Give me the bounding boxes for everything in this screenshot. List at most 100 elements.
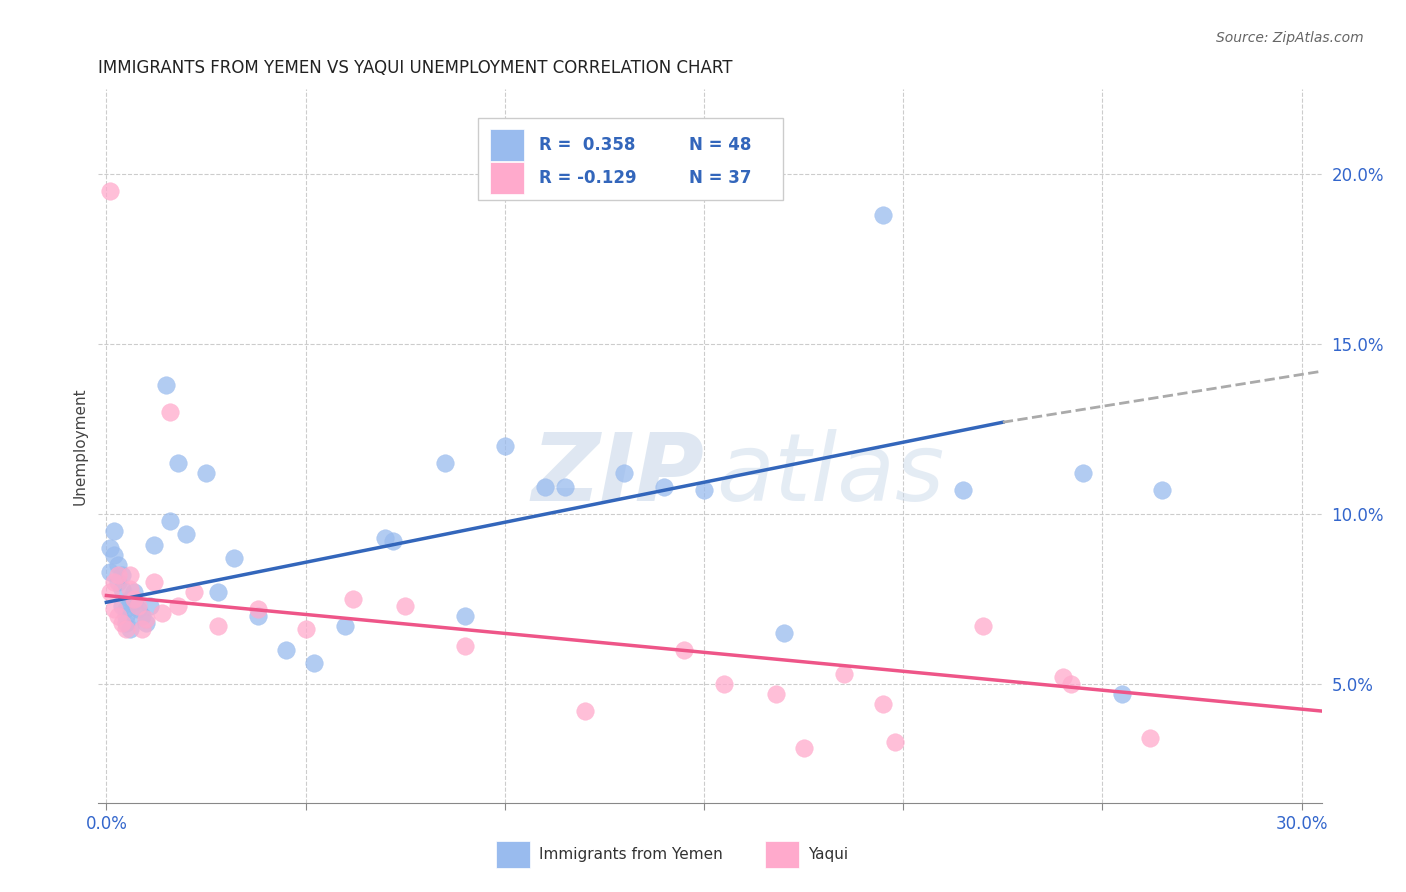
Point [872, 698, 894, 712]
Point [1071, 466, 1094, 480]
FancyBboxPatch shape [489, 128, 524, 161]
Point [1052, 670, 1074, 684]
Point [793, 741, 815, 756]
Point [302, 657, 325, 671]
Point [111, 615, 134, 630]
Point [574, 704, 596, 718]
Text: atlas: atlas [716, 429, 945, 520]
Text: R =  0.358: R = 0.358 [538, 136, 636, 153]
Point [554, 480, 576, 494]
Point [103, 548, 125, 562]
Point [143, 537, 166, 551]
FancyBboxPatch shape [496, 841, 530, 869]
Point [135, 615, 157, 630]
Point [1111, 687, 1133, 701]
Point [335, 619, 357, 633]
Point [454, 608, 477, 623]
Point [246, 602, 269, 616]
Point [222, 551, 245, 566]
Point [246, 608, 269, 623]
Point [972, 619, 994, 633]
FancyBboxPatch shape [489, 162, 524, 194]
FancyBboxPatch shape [765, 841, 800, 869]
Point [155, 377, 177, 392]
Point [772, 626, 794, 640]
Point [100, 541, 122, 555]
Text: Yaqui: Yaqui [808, 847, 848, 862]
Point [952, 483, 974, 498]
Point [174, 527, 197, 541]
Point [135, 612, 157, 626]
Point [124, 591, 146, 606]
Point [872, 208, 894, 222]
Y-axis label: Unemployment: Unemployment [72, 387, 87, 505]
Text: IMMIGRANTS FROM YEMEN VS YAQUI UNEMPLOYMENT CORRELATION CHART: IMMIGRANTS FROM YEMEN VS YAQUI UNEMPLOYM… [98, 59, 733, 77]
Point [111, 599, 134, 613]
Point [832, 666, 855, 681]
Point [120, 582, 142, 596]
Point [143, 574, 166, 589]
Point [382, 534, 405, 549]
Point [765, 687, 787, 701]
Point [107, 558, 129, 572]
Point [159, 405, 181, 419]
Point [107, 608, 129, 623]
Point [274, 643, 297, 657]
Point [100, 565, 122, 579]
Point [1139, 731, 1161, 746]
FancyBboxPatch shape [478, 118, 783, 200]
Point [115, 623, 138, 637]
Point [434, 456, 457, 470]
Point [207, 619, 229, 633]
Point [111, 582, 134, 596]
Point [103, 574, 125, 589]
Point [100, 184, 122, 198]
Point [124, 585, 146, 599]
Point [394, 599, 416, 613]
Point [673, 643, 696, 657]
Point [1059, 677, 1081, 691]
Point [159, 514, 181, 528]
Point [131, 608, 153, 623]
Point [127, 602, 149, 616]
Point [107, 568, 129, 582]
Point [103, 602, 125, 616]
Point [120, 623, 142, 637]
Point [294, 623, 316, 637]
Point [167, 599, 190, 613]
Point [1152, 483, 1174, 498]
Point [139, 599, 162, 613]
Point [115, 608, 138, 623]
Text: N = 48: N = 48 [689, 136, 752, 153]
Point [127, 599, 149, 613]
Point [115, 602, 138, 616]
Point [131, 623, 153, 637]
Point [693, 483, 716, 498]
Text: N = 37: N = 37 [689, 169, 752, 187]
Point [613, 466, 636, 480]
Point [652, 480, 675, 494]
Point [124, 595, 146, 609]
Point [342, 591, 364, 606]
Point [120, 591, 142, 606]
Text: R = -0.129: R = -0.129 [538, 169, 637, 187]
Point [150, 606, 173, 620]
Point [494, 439, 516, 453]
Point [100, 585, 122, 599]
Point [103, 524, 125, 538]
Point [107, 574, 129, 589]
Point [884, 734, 907, 748]
Point [183, 585, 205, 599]
Point [454, 640, 477, 654]
Text: ZIP: ZIP [531, 428, 704, 521]
Point [111, 568, 134, 582]
Text: Source: ZipAtlas.com: Source: ZipAtlas.com [1216, 31, 1364, 45]
Point [207, 585, 229, 599]
Point [167, 456, 190, 470]
Text: Immigrants from Yemen: Immigrants from Yemen [538, 847, 723, 862]
Point [195, 466, 218, 480]
Point [374, 531, 396, 545]
Point [533, 480, 555, 494]
Point [120, 568, 142, 582]
Point [713, 677, 735, 691]
